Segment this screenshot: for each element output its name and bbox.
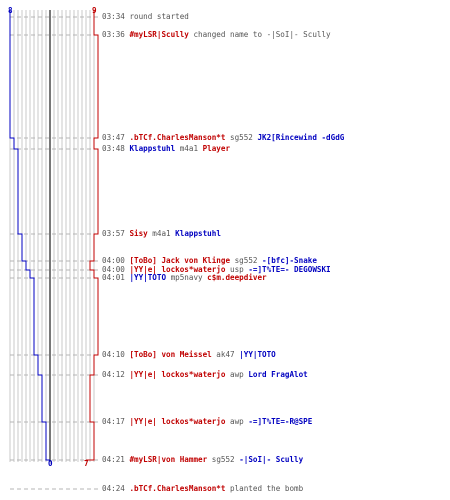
event-text: m4a1: [147, 229, 176, 238]
event-text: sg552: [225, 133, 258, 142]
event-time: 04:00: [102, 265, 130, 274]
blue-player-name: -=]T%TE=- DEGOWSKI: [248, 265, 331, 274]
event-text: sg552: [207, 455, 240, 464]
event-time: 03:48: [102, 144, 130, 153]
event-row: 04:00 |YY|e| lockos*waterjo usp -=]T%TE=…: [102, 265, 331, 275]
red-player-name: |YY|e| lockos*waterjo: [129, 265, 226, 274]
blue-player-name: Lord FragAlot: [248, 370, 308, 379]
red-player-name: Sisy: [129, 229, 148, 238]
event-text: mp5navy: [166, 273, 208, 282]
blue-player-name: Klappstuhl: [175, 229, 221, 238]
red-player-name: .bTCf.CharlesManson*t: [129, 484, 226, 493]
event-text: round started: [129, 12, 189, 21]
blue-player-name: -=]T%TE=-R@SPE: [248, 417, 313, 426]
event-row: 04:21 #myLSR|von Hammer sg552 -|SoI|- Sc…: [102, 455, 303, 465]
event-time: 03:47: [102, 133, 130, 142]
event-time: 03:36: [102, 30, 130, 39]
red-player-name: [ToBo] von Meissel: [129, 350, 212, 359]
event-text: ak47: [211, 350, 240, 359]
event-time: 03:34: [102, 12, 130, 21]
red-start-count: 9: [92, 6, 97, 15]
blue-start-count: 8: [8, 6, 13, 15]
event-row: 03:36 #myLSR|Scully changed name to -|So…: [102, 30, 331, 40]
event-text: sg552: [230, 256, 263, 265]
event-connector-lines: [10, 16, 100, 490]
red-player-name: Player: [202, 144, 231, 153]
event-row: 04:10 [ToBo] von Meissel ak47 |YY|TOTO: [102, 350, 276, 360]
event-text: changed name to -|SoI|- Scully: [188, 30, 331, 39]
red-player-name: #myLSR|Scully: [129, 30, 189, 39]
event-time: 04:17: [102, 417, 130, 426]
blue-team-line: [9, 10, 50, 461]
blue-player-name: Klappstuhl: [129, 144, 176, 153]
event-text: planted the bomb: [225, 484, 304, 493]
blue-player-name: -[bfc]-Snake: [262, 256, 317, 265]
red-player-name: |YY|e| lockos*waterjo: [129, 370, 226, 379]
blue-end-count: 0: [48, 459, 53, 468]
red-player-name: .bTCf.CharlesManson*t: [129, 133, 226, 142]
event-time: 04:24: [102, 484, 130, 493]
event-row: 04:12 |YY|e| lockos*waterjo awp Lord Fra…: [102, 370, 308, 380]
event-row: 04:24 .bTCf.CharlesManson*t planted the …: [102, 484, 303, 494]
red-player-name: #myLSR|von Hammer: [129, 455, 208, 464]
event-row: 04:01 |YY|TOTO mp5navy c$m.deepdiver: [102, 273, 267, 283]
red-team-line: [86, 10, 99, 461]
event-text: usp: [225, 265, 249, 274]
event-row: 03:34 round started: [102, 12, 189, 22]
event-time: 04:00: [102, 256, 130, 265]
event-text: awp: [225, 417, 249, 426]
event-row: 03:57 Sisy m4a1 Klappstuhl: [102, 229, 221, 239]
graph-grid-lines: [9, 10, 95, 462]
red-player-name: c$m.deepdiver: [207, 273, 267, 282]
event-row: 03:47 .bTCf.CharlesManson*t sg552 JK2[Ri…: [102, 133, 344, 143]
blue-player-name: JK2[Rincewind -dGdG: [257, 133, 345, 142]
event-time: 04:10: [102, 350, 130, 359]
event-row: 04:00 [ToBo] Jack von Klinge sg552 -[bfc…: [102, 256, 317, 266]
red-end-count: 7: [84, 459, 89, 468]
red-player-name: |YY|e| lockos*waterjo: [129, 417, 226, 426]
blue-player-name: |YY|TOTO: [129, 273, 167, 282]
blue-player-name: -|SoI|- Scully: [239, 455, 304, 464]
blue-player-name: |YY|TOTO: [239, 350, 276, 359]
event-text: m4a1: [175, 144, 203, 153]
event-row: 03:48 Klappstuhl m4a1 Player: [102, 144, 230, 154]
event-time: 03:57: [102, 229, 130, 238]
event-time: 04:12: [102, 370, 130, 379]
event-time: 04:01: [102, 273, 130, 282]
event-row: 04:17 |YY|e| lockos*waterjo awp -=]T%TE=…: [102, 417, 312, 427]
red-player-name: [ToBo] Jack von Klinge: [129, 256, 231, 265]
event-text: awp: [225, 370, 249, 379]
event-time: 04:21: [102, 455, 130, 464]
